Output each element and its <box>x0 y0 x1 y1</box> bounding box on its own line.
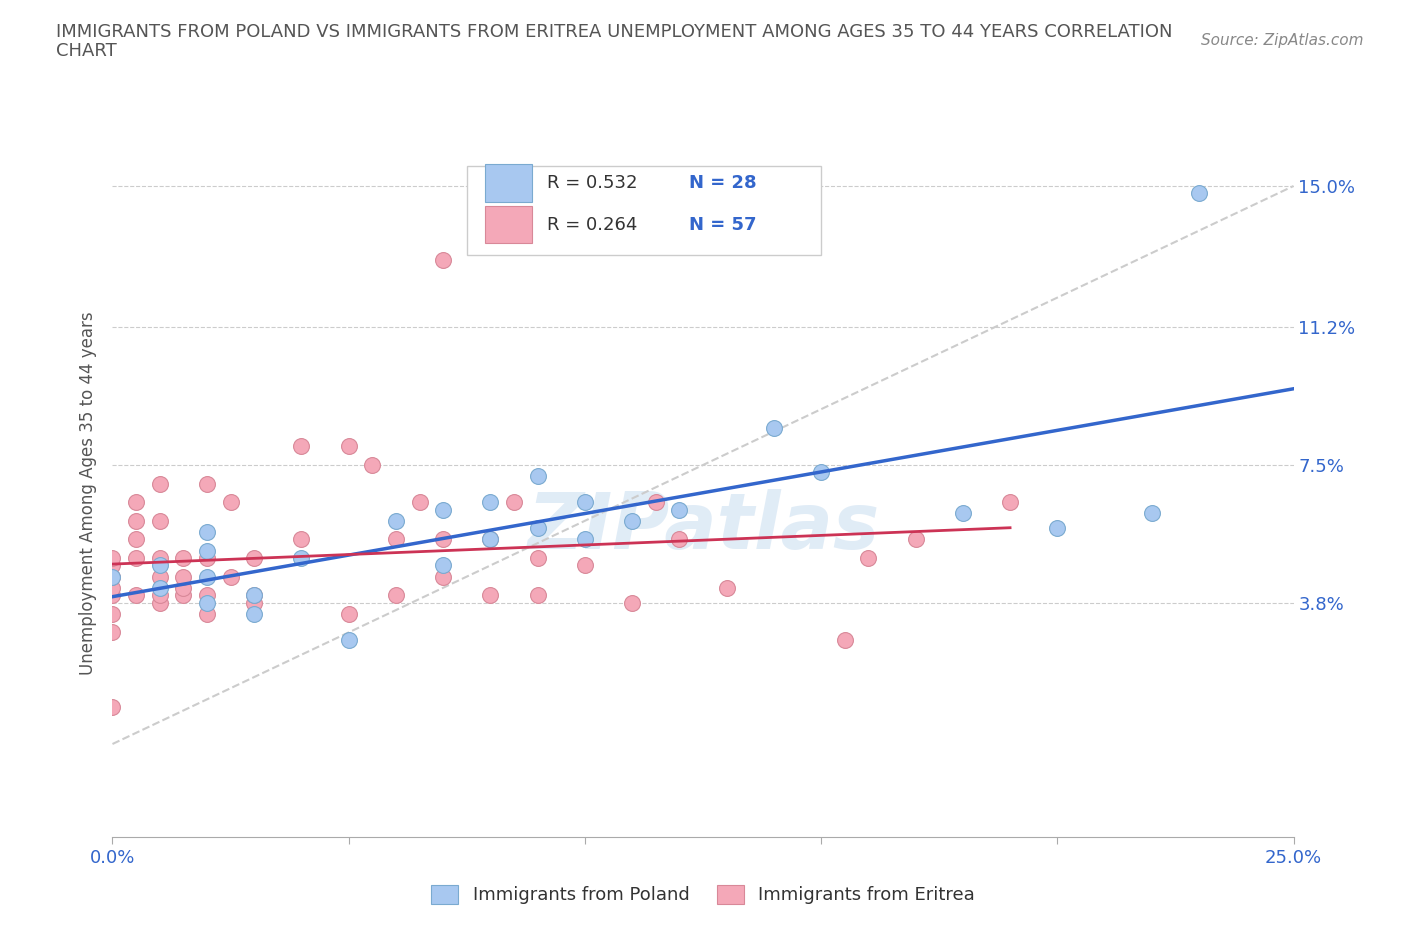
Y-axis label: Unemployment Among Ages 35 to 44 years: Unemployment Among Ages 35 to 44 years <box>79 312 97 674</box>
Point <box>1140 506 1163 521</box>
Point <box>195 569 218 584</box>
Point <box>195 551 218 565</box>
Point <box>479 588 502 603</box>
Point <box>337 606 360 621</box>
Point <box>125 551 148 565</box>
Point <box>149 551 172 565</box>
Point <box>172 580 194 595</box>
Point <box>385 588 408 603</box>
Legend: Immigrants from Poland, Immigrants from Eritrea: Immigrants from Poland, Immigrants from … <box>425 878 981 911</box>
Point <box>243 588 266 603</box>
Point <box>904 532 927 547</box>
Point <box>219 569 242 584</box>
Point <box>149 580 172 595</box>
Point <box>526 588 548 603</box>
Text: CHART: CHART <box>56 42 117 60</box>
Point <box>195 588 218 603</box>
Point <box>810 465 832 480</box>
Point <box>290 551 312 565</box>
Text: Source: ZipAtlas.com: Source: ZipAtlas.com <box>1201 33 1364 47</box>
Point <box>195 525 218 539</box>
Point <box>1046 521 1069 536</box>
Point <box>101 588 124 603</box>
FancyBboxPatch shape <box>485 206 531 244</box>
Point <box>1188 186 1211 201</box>
Text: R = 0.264: R = 0.264 <box>547 216 637 233</box>
Point <box>998 495 1021 510</box>
Text: ZIPatlas: ZIPatlas <box>527 489 879 565</box>
Point <box>149 558 172 573</box>
Point <box>125 513 148 528</box>
Point <box>101 551 124 565</box>
Point <box>149 513 172 528</box>
Point <box>716 580 738 595</box>
Point <box>243 606 266 621</box>
Point <box>101 699 124 714</box>
Point <box>432 558 454 573</box>
Point <box>125 588 148 603</box>
Point <box>432 569 454 584</box>
Point <box>149 569 172 584</box>
Point <box>526 469 548 484</box>
Point <box>644 495 666 510</box>
Point <box>762 420 785 435</box>
Point <box>101 625 124 640</box>
Point <box>621 595 644 610</box>
Point <box>858 551 880 565</box>
Text: N = 57: N = 57 <box>689 216 756 233</box>
Point <box>503 495 526 510</box>
Point <box>621 513 644 528</box>
Point <box>952 506 974 521</box>
Text: N = 28: N = 28 <box>689 174 756 193</box>
FancyBboxPatch shape <box>485 165 531 202</box>
Point <box>101 580 124 595</box>
Text: R = 0.532: R = 0.532 <box>547 174 637 193</box>
Point <box>526 521 548 536</box>
Point <box>101 558 124 573</box>
Point <box>290 532 312 547</box>
Point <box>172 551 194 565</box>
Point <box>337 632 360 647</box>
Point <box>361 458 384 472</box>
Point <box>149 476 172 491</box>
Point <box>101 569 124 584</box>
Point <box>219 495 242 510</box>
Point <box>195 476 218 491</box>
Point <box>125 495 148 510</box>
Point <box>479 532 502 547</box>
Point <box>290 439 312 454</box>
Point <box>172 588 194 603</box>
Text: IMMIGRANTS FROM POLAND VS IMMIGRANTS FROM ERITREA UNEMPLOYMENT AMONG AGES 35 TO : IMMIGRANTS FROM POLAND VS IMMIGRANTS FRO… <box>56 23 1173 41</box>
Point <box>101 606 124 621</box>
Point <box>195 606 218 621</box>
Point <box>834 632 856 647</box>
Point <box>574 532 596 547</box>
Point <box>195 543 218 558</box>
Point <box>243 551 266 565</box>
Point <box>172 569 194 584</box>
Point <box>479 495 502 510</box>
Point <box>149 588 172 603</box>
Point <box>526 551 548 565</box>
Point <box>101 569 124 584</box>
Point <box>337 439 360 454</box>
Point <box>432 532 454 547</box>
Point <box>385 513 408 528</box>
Point <box>574 558 596 573</box>
Point <box>432 253 454 268</box>
Point <box>125 532 148 547</box>
Point <box>668 532 690 547</box>
Point <box>385 532 408 547</box>
Point <box>479 532 502 547</box>
Point <box>574 495 596 510</box>
Point <box>408 495 430 510</box>
Point <box>243 588 266 603</box>
FancyBboxPatch shape <box>467 166 821 256</box>
Point <box>149 595 172 610</box>
Point <box>668 502 690 517</box>
Point <box>432 502 454 517</box>
Point <box>195 595 218 610</box>
Point <box>243 595 266 610</box>
